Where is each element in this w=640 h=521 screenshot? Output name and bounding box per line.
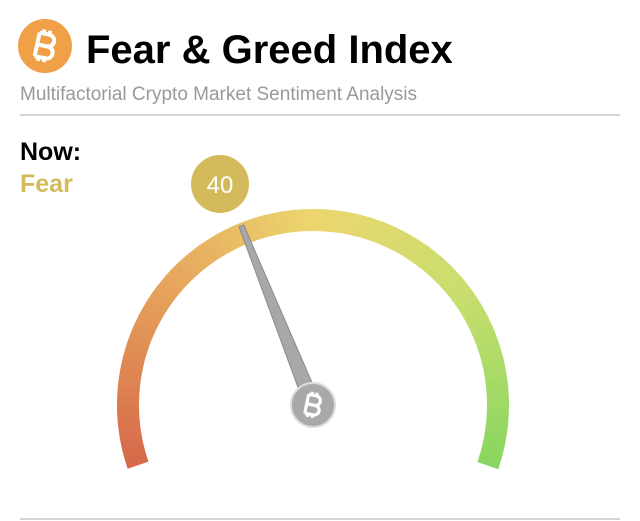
gauge-arc [207,234,227,259]
gauge-arc [477,340,502,357]
gauge-arc [285,209,297,233]
gauge-arc [171,262,194,285]
value-badge [191,155,249,213]
gauge-arc [483,367,508,381]
gauge-arc [223,226,242,251]
gauge-arc [275,210,289,235]
gauge-arc [479,349,504,365]
now-label: Now: [20,138,81,166]
gauge-arc [148,290,172,311]
subtitle: Multifactorial Crypto Market Sentiment A… [20,84,417,105]
gauge-arc [479,445,504,461]
gauge-arc [483,429,508,443]
gauge-arc [120,437,144,451]
gauge-arc [329,209,342,233]
gauge-arc [449,283,473,305]
gauge-arc [353,214,369,239]
gauge-arc [486,386,509,397]
gauge-arc [143,298,167,318]
title: Fear & Greed Index [86,28,453,72]
gauge-arc [392,230,412,255]
gauge-arc [345,212,360,237]
gauge-arc [257,214,273,239]
gauge-arc [119,367,143,381]
gauge-arc [377,223,395,247]
gauge-arc [361,216,378,241]
gauge-arc [138,306,163,326]
gauge-arc [420,250,442,274]
gauge-arc [486,412,509,424]
gauge-arc [477,453,502,470]
gauge-arc [337,210,351,235]
gauge-arc [153,283,177,305]
gauge-arc [134,314,159,333]
gauge-arc [444,276,468,298]
gauge-arc [369,219,387,244]
gauge-arc [385,226,404,251]
gauge-arc [459,298,483,319]
gauge-arc [482,358,506,373]
gauge-arc [485,421,509,434]
gauge-arc [177,256,200,280]
gauge-arc [184,250,206,274]
gauge-arc [474,331,499,349]
gauge-arc [485,376,509,389]
gauge-arc [399,235,420,259]
gauge-arc [463,306,488,326]
gauge-arc [117,412,140,424]
gauge-arc [127,331,152,348]
gauge-arc [438,269,462,292]
value-label: 40 [207,172,234,199]
gauge-arc [432,263,456,286]
gauge-arc [248,216,265,241]
gauge-arc [294,209,306,232]
gauge-arc [191,245,213,269]
gauge-arc [120,358,145,372]
gauge-arc [321,209,333,232]
gauge-arc [413,245,435,269]
gauge-arc [482,437,506,452]
hub-logo [303,391,322,419]
gauge-arc [454,291,479,312]
gauge-arc [117,420,141,433]
gauge-arc [164,269,188,292]
gauge-arc [131,322,155,341]
gauge-arc [406,240,427,264]
gauge-arc [467,315,492,333]
gauge-arc [159,276,182,298]
gauge-arc [266,212,281,236]
hub-logo-glyph [303,391,322,419]
gauge-arc [124,453,149,469]
gauge-arc [426,256,449,280]
gauge-arc [117,376,141,389]
gauge-arc [471,323,496,341]
gauge-arc [117,385,140,397]
gauge [117,209,510,470]
classification: Fear [20,170,73,198]
needle [238,224,322,409]
gauge-arc [118,429,143,442]
gauge-arc [124,340,149,356]
gauge-arc [122,445,146,460]
gauge-arc [215,230,234,255]
gauge-arc [122,349,147,364]
logo [18,19,72,73]
gauge-arc [199,239,220,264]
